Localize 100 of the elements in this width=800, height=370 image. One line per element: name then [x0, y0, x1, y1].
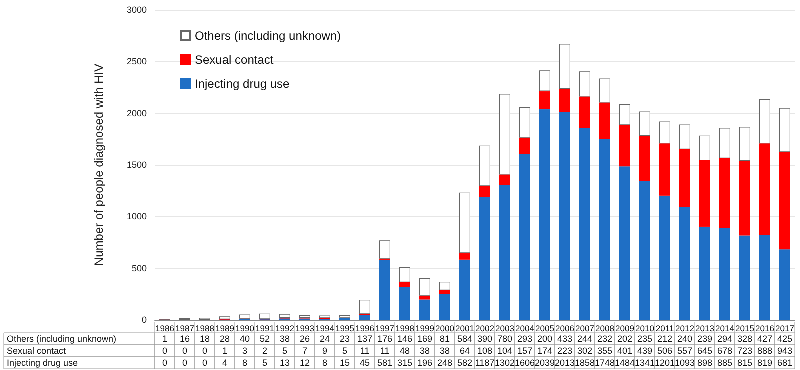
data-label: 5 — [282, 346, 288, 356]
y-tick-label: 1500 — [126, 160, 147, 170]
data-label: 9 — [322, 346, 328, 356]
x-tick-label: 1987 — [176, 324, 195, 334]
x-tick-label: 2016 — [756, 324, 775, 334]
x-tick-label: 1993 — [296, 324, 315, 334]
data-label: 8 — [242, 358, 248, 368]
x-tick-label: 2011 — [656, 324, 674, 334]
x-tick-label: 2006 — [556, 324, 575, 334]
x-tick-label: 2004 — [516, 324, 535, 334]
legend-label: Sexual contact — [195, 53, 274, 67]
x-tick-label: 1999 — [416, 324, 435, 334]
data-label: 815 — [737, 358, 753, 368]
data-label: 38 — [420, 346, 430, 356]
data-label: 5 — [342, 346, 348, 356]
x-tick-label: 1997 — [376, 324, 395, 334]
data-label: 64 — [460, 346, 470, 356]
data-label: 315 — [397, 358, 413, 368]
data-label: 1 — [162, 334, 168, 344]
x-tick-label: 1990 — [236, 324, 255, 334]
x-tick-label: 1992 — [276, 324, 295, 334]
data-label: 248 — [437, 358, 453, 368]
data-label: 1 — [222, 346, 228, 356]
x-tick-label: 2017 — [776, 324, 795, 334]
data-label: 38 — [440, 346, 450, 356]
data-label: 355 — [597, 346, 613, 356]
legend-label: Others (including unknown) — [195, 29, 342, 43]
data-label: 888 — [757, 346, 773, 356]
x-tick-label: 1996 — [356, 324, 375, 334]
data-label: 390 — [477, 334, 493, 344]
data-label: 28 — [220, 334, 230, 344]
data-label: 2 — [262, 346, 268, 356]
x-tick-label: 2009 — [616, 324, 635, 334]
data-label: 328 — [737, 334, 753, 344]
data-label: 81 — [440, 334, 450, 344]
x-tick-label: 1988 — [196, 324, 215, 334]
data-label: 18 — [200, 334, 210, 344]
data-label: 582 — [457, 358, 473, 368]
data-label: 1187 — [475, 358, 495, 368]
y-tick-label: 500 — [132, 263, 147, 274]
data-label: 196 — [417, 358, 433, 368]
data-label: 11 — [380, 346, 390, 356]
data-label: 200 — [537, 334, 553, 344]
data-label: 0 — [162, 346, 168, 356]
y-tick-label: 1000 — [126, 212, 147, 222]
data-label: 0 — [202, 346, 208, 356]
data-label: 1093 — [674, 358, 696, 368]
y-tick-label: 3000 — [126, 5, 147, 15]
data-label: 2013 — [554, 358, 576, 368]
data-label: 1606 — [514, 358, 536, 368]
data-label: 425 — [777, 334, 793, 344]
data-label: 176 — [377, 334, 393, 344]
data-label: 584 — [457, 334, 473, 344]
data-label: 240 — [677, 334, 693, 344]
data-label: 723 — [737, 346, 753, 356]
data-label: 5 — [262, 358, 268, 368]
x-tick-label: 2000 — [436, 324, 455, 334]
data-label: 1748 — [594, 358, 616, 368]
x-tick-label: 2008 — [596, 324, 615, 334]
data-label: 137 — [357, 334, 373, 344]
data-label: 108 — [477, 346, 493, 356]
data-label: 401 — [617, 346, 633, 356]
legend-label: Injecting drug use — [195, 77, 290, 91]
data-label: 1201 — [654, 358, 676, 368]
x-tick-label: 1986 — [156, 324, 175, 334]
data-label: 13 — [280, 358, 290, 368]
data-label: 1858 — [574, 358, 596, 368]
y-tick-label: 2500 — [126, 56, 147, 67]
x-tick-label: 1994 — [316, 324, 335, 334]
data-label: 174 — [537, 346, 553, 356]
data-label: 1484 — [614, 358, 636, 368]
data-label: 439 — [637, 346, 653, 356]
data-label: 678 — [717, 346, 733, 356]
x-tick-label: 1995 — [336, 324, 355, 334]
data-label: 581 — [377, 358, 393, 368]
x-tick-label: 2002 — [476, 324, 495, 334]
y-axis-title: Number of people diagnosed with HIV — [92, 64, 106, 266]
data-label: 4 — [222, 358, 228, 368]
y-tick-label: 2000 — [126, 108, 147, 118]
data-label: 7 — [302, 346, 308, 356]
data-label: 780 — [497, 334, 513, 344]
data-label: 557 — [677, 346, 693, 356]
data-label: 45 — [360, 358, 370, 368]
x-tick-label: 2003 — [496, 324, 515, 334]
data-label: 0 — [202, 358, 208, 368]
data-label: 302 — [577, 346, 593, 356]
x-tick-label: 1991 — [256, 324, 275, 334]
data-label: 16 — [180, 334, 190, 344]
text: Injecting drug use — [7, 358, 78, 368]
data-label: 681 — [777, 358, 793, 368]
data-label: 157 — [517, 346, 533, 356]
data-label: 0 — [162, 358, 168, 368]
data-label: 645 — [697, 346, 713, 356]
data-label: 232 — [597, 334, 613, 344]
x-tick-label: 1998 — [396, 324, 415, 334]
data-label: 169 — [417, 334, 433, 344]
data-label: 293 — [517, 334, 533, 344]
data-label: 943 — [777, 346, 793, 356]
data-label: 506 — [657, 346, 673, 356]
data-label: 24 — [320, 334, 330, 344]
